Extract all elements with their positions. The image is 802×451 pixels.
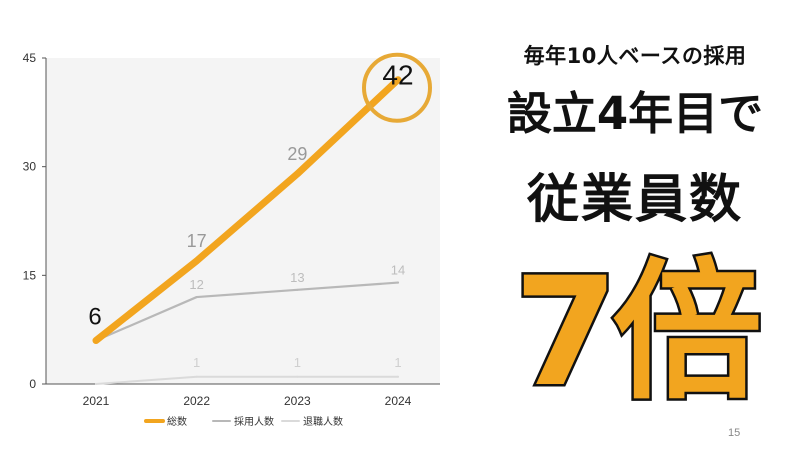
page-number: 15 [728, 427, 741, 439]
series-layer [92, 76, 402, 385]
headline-big-number: 7倍 [511, 246, 764, 421]
x-tick-label: 2022 [183, 394, 210, 408]
data-point [296, 288, 299, 291]
data-point [396, 77, 400, 82]
data-point [295, 171, 300, 176]
data-label: 29 [287, 144, 307, 164]
data-label: 1 [394, 355, 401, 370]
data-label: 12 [189, 277, 203, 292]
axes: 0 15 30 45 2021 2022 2023 2024 [23, 51, 440, 408]
highlight-circle [362, 52, 432, 123]
x-tick-label: 2024 [385, 394, 412, 408]
data-labels: 6 17 29 42 12 13 14 1 1 1 [88, 52, 432, 370]
y-tick-label: 15 [23, 268, 37, 282]
data-point [95, 383, 97, 385]
data-label: 42 [382, 60, 413, 91]
data-point [397, 375, 399, 378]
data-label: 17 [187, 231, 207, 251]
data-point [296, 375, 299, 378]
line-chart: 0 15 30 45 2021 2022 2023 2024 6 17 29 42 12 13 14 1 1 1… [23, 51, 440, 428]
data-label: 13 [290, 270, 304, 285]
legend: 総数 採用人数 退職人数 [144, 415, 343, 428]
data-point [397, 281, 399, 284]
data-point [94, 338, 98, 343]
headline-subtitle: 毎年10人ベースの採用 [523, 44, 747, 68]
data-label: 6 [88, 304, 101, 331]
series-line-0 [92, 76, 402, 345]
data-point [194, 258, 199, 263]
legend-label-0: 総数 [167, 415, 187, 428]
data-label: 14 [391, 263, 405, 278]
headline-main-line2: 従業員数 [526, 170, 743, 230]
legend-label-2: 退職人数 [303, 415, 343, 428]
x-tick-label: 2021 [83, 394, 110, 408]
series-line-2 [95, 375, 399, 385]
data-label: 1 [294, 355, 301, 370]
y-tick-label: 30 [23, 160, 37, 174]
headline-main-line1: 設立4年目で [506, 87, 764, 140]
series-line-1 [94, 281, 400, 342]
legend-label-1: 採用人数 [234, 415, 274, 428]
data-point [195, 375, 198, 378]
data-label: 1 [193, 355, 200, 370]
y-tick-label: 0 [29, 377, 36, 391]
y-tick-label: 45 [23, 51, 37, 65]
data-point [195, 296, 198, 299]
x-tick-label: 2023 [284, 394, 311, 408]
